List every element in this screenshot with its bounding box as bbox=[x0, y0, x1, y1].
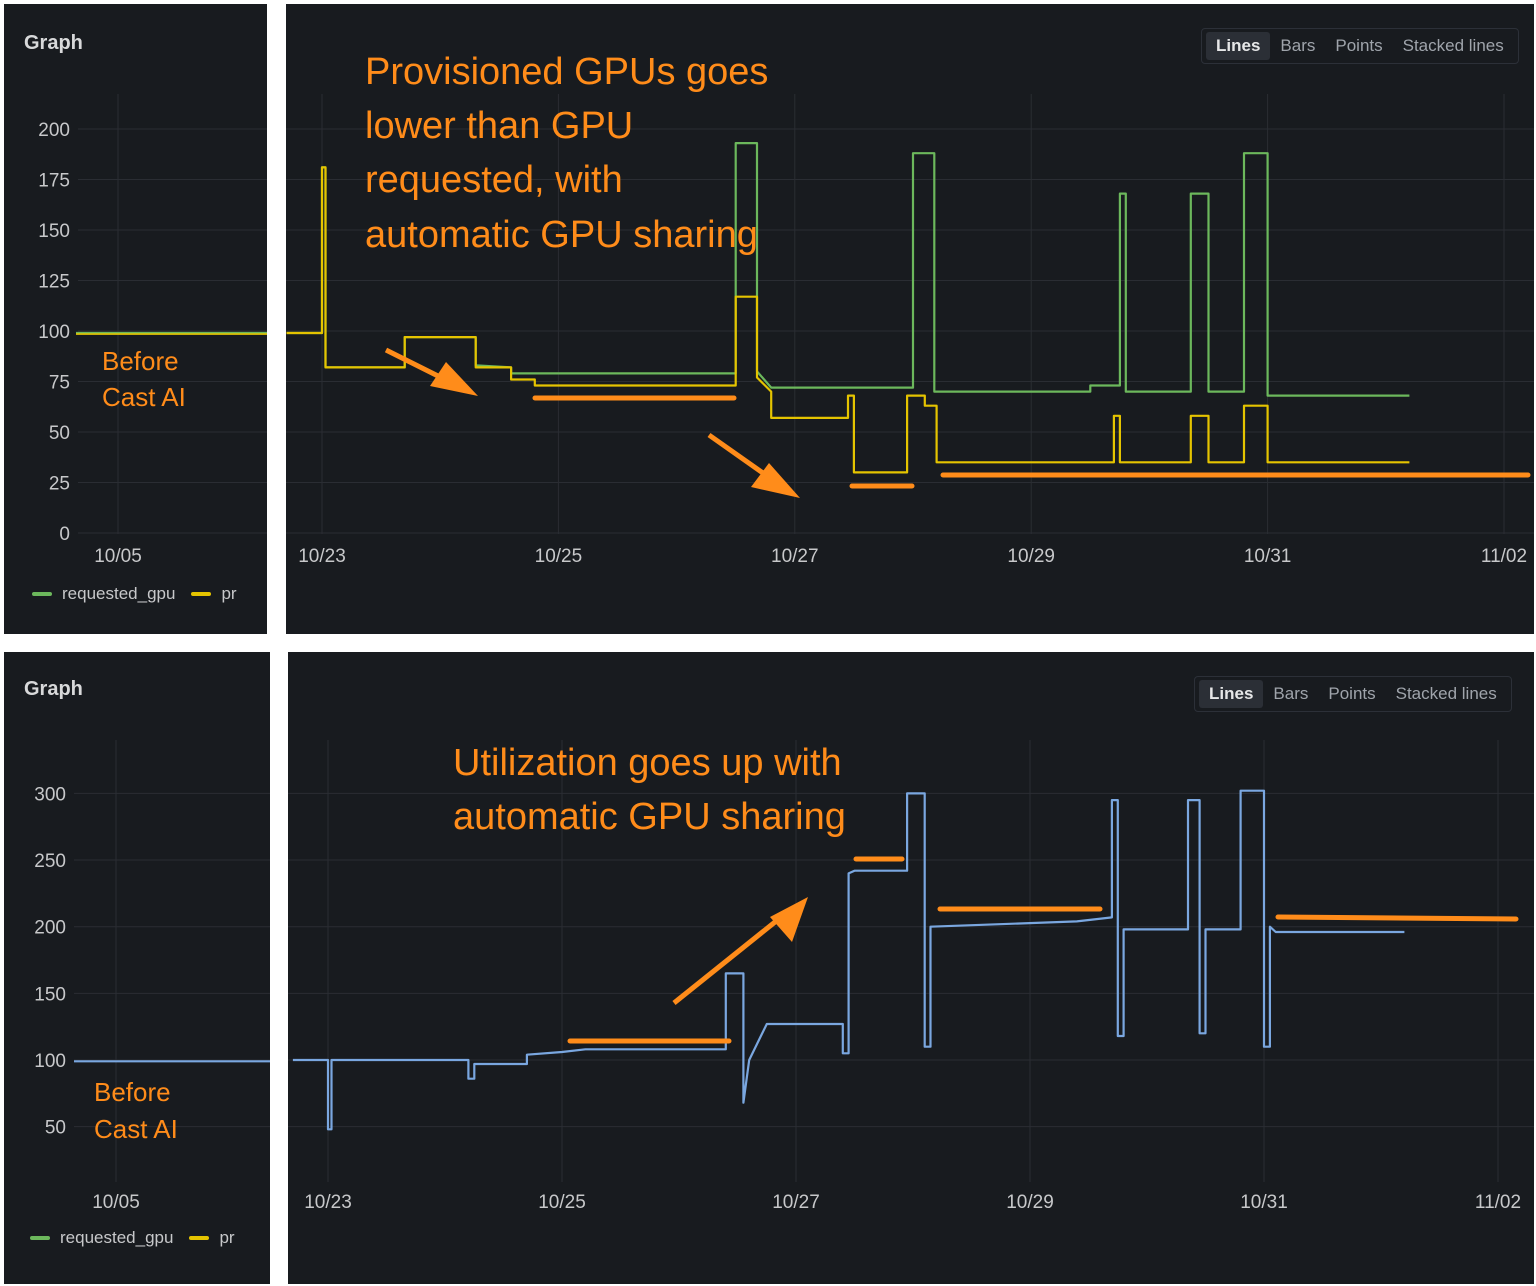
toggle-lines[interactable]: Lines bbox=[1199, 680, 1264, 708]
toggle-stacked[interactable]: Stacked lines bbox=[1395, 684, 1497, 703]
top-before-chart: 0 25 50 75 100 125 150 175 200 10/05 bbox=[38, 94, 267, 567]
series-requested-gpu bbox=[286, 142, 1410, 397]
x-tick-label: 11/02 bbox=[1475, 1192, 1521, 1213]
bottom-before-panel: Graph 50 100 150 200 250 300 10/05 requested_g… bbox=[4, 652, 270, 1284]
y-tick-label: 150 bbox=[34, 984, 66, 1005]
panel-title: Graph bbox=[24, 32, 83, 54]
y-tick-label: 125 bbox=[38, 272, 70, 293]
toggle-stacked[interactable]: Stacked lines bbox=[1402, 36, 1504, 55]
top-after-chart: 10/23 10/25 10/27 10/29 10/31 11/02 bbox=[286, 94, 1534, 567]
x-tick-label: 10/23 bbox=[304, 1192, 352, 1213]
x-tick-label: 10/27 bbox=[772, 1192, 820, 1213]
legend-swatch-provisioned bbox=[191, 592, 212, 596]
series-utilization bbox=[292, 789, 1405, 1131]
y-tick-label: 75 bbox=[49, 373, 70, 394]
bottom-after-panel: 10/23 10/25 10/27 10/29 10/31 11/02 Lines Bar… bbox=[288, 652, 1534, 1284]
y-tick-label: 50 bbox=[45, 1118, 66, 1139]
y-tick-label: 300 bbox=[34, 784, 66, 805]
x-tick-label: 10/31 bbox=[1240, 1192, 1288, 1213]
y-tick-label: 0 bbox=[59, 524, 70, 545]
legend-label-provisioned: pr bbox=[219, 1228, 235, 1247]
legend: requested_gpu pr bbox=[30, 1228, 235, 1248]
y-tick-label: 250 bbox=[34, 851, 66, 872]
x-tick-label: 10/29 bbox=[1007, 546, 1055, 567]
x-tick-label: 10/29 bbox=[1006, 1192, 1054, 1213]
x-tick-label: 10/27 bbox=[771, 546, 819, 567]
toggle-lines[interactable]: Lines bbox=[1206, 32, 1271, 60]
x-tick-label: 10/05 bbox=[92, 1192, 140, 1213]
x-tick-label: 10/23 bbox=[298, 546, 346, 567]
top-after-panel: 10/23 10/25 10/27 10/29 10/31 11/02 Lines Bar… bbox=[286, 4, 1534, 634]
legend-swatch-provisioned bbox=[189, 1236, 210, 1240]
legend-swatch-requested bbox=[30, 1236, 50, 1240]
series-provisioned bbox=[286, 166, 1410, 474]
y-tick-label: 200 bbox=[34, 918, 66, 939]
view-toggle: Lines Bars Points Stacked lines bbox=[1201, 28, 1519, 64]
legend-label-requested: requested_gpu bbox=[62, 584, 176, 603]
y-tick-label: 150 bbox=[38, 221, 70, 242]
x-tick-label: 11/02 bbox=[1481, 546, 1527, 567]
toggle-bars[interactable]: Bars bbox=[1280, 36, 1316, 55]
panel-title: Graph bbox=[24, 678, 83, 700]
toggle-points[interactable]: Points bbox=[1328, 684, 1376, 703]
view-toggle: Lines Bars Points Stacked lines bbox=[1194, 676, 1512, 712]
x-tick-label: 10/05 bbox=[94, 546, 142, 567]
legend-swatch-requested bbox=[32, 592, 52, 596]
x-tick-label: 10/25 bbox=[538, 1192, 586, 1213]
y-tick-label: 200 bbox=[38, 120, 70, 141]
toggle-points[interactable]: Points bbox=[1335, 36, 1383, 55]
bottom-before-chart: 50 100 150 200 250 300 10/05 bbox=[34, 740, 270, 1213]
legend: requested_gpu pr bbox=[32, 584, 237, 604]
bottom-after-chart: 10/23 10/25 10/27 10/29 10/31 11/02 bbox=[288, 740, 1534, 1213]
y-tick-label: 175 bbox=[38, 171, 70, 192]
top-before-panel: Graph 0 25 50 75 100 125 150 175 200 10/05 reques… bbox=[4, 4, 267, 634]
legend-label-requested: requested_gpu bbox=[60, 1228, 174, 1247]
x-tick-label: 10/25 bbox=[535, 546, 583, 567]
y-tick-label: 100 bbox=[34, 1051, 66, 1072]
x-tick-label: 10/31 bbox=[1244, 546, 1292, 567]
legend-label-provisioned: pr bbox=[221, 584, 237, 603]
toggle-bars[interactable]: Bars bbox=[1273, 684, 1309, 703]
y-tick-label: 50 bbox=[49, 423, 70, 444]
y-tick-label: 100 bbox=[38, 322, 70, 343]
y-tick-label: 25 bbox=[49, 474, 70, 495]
